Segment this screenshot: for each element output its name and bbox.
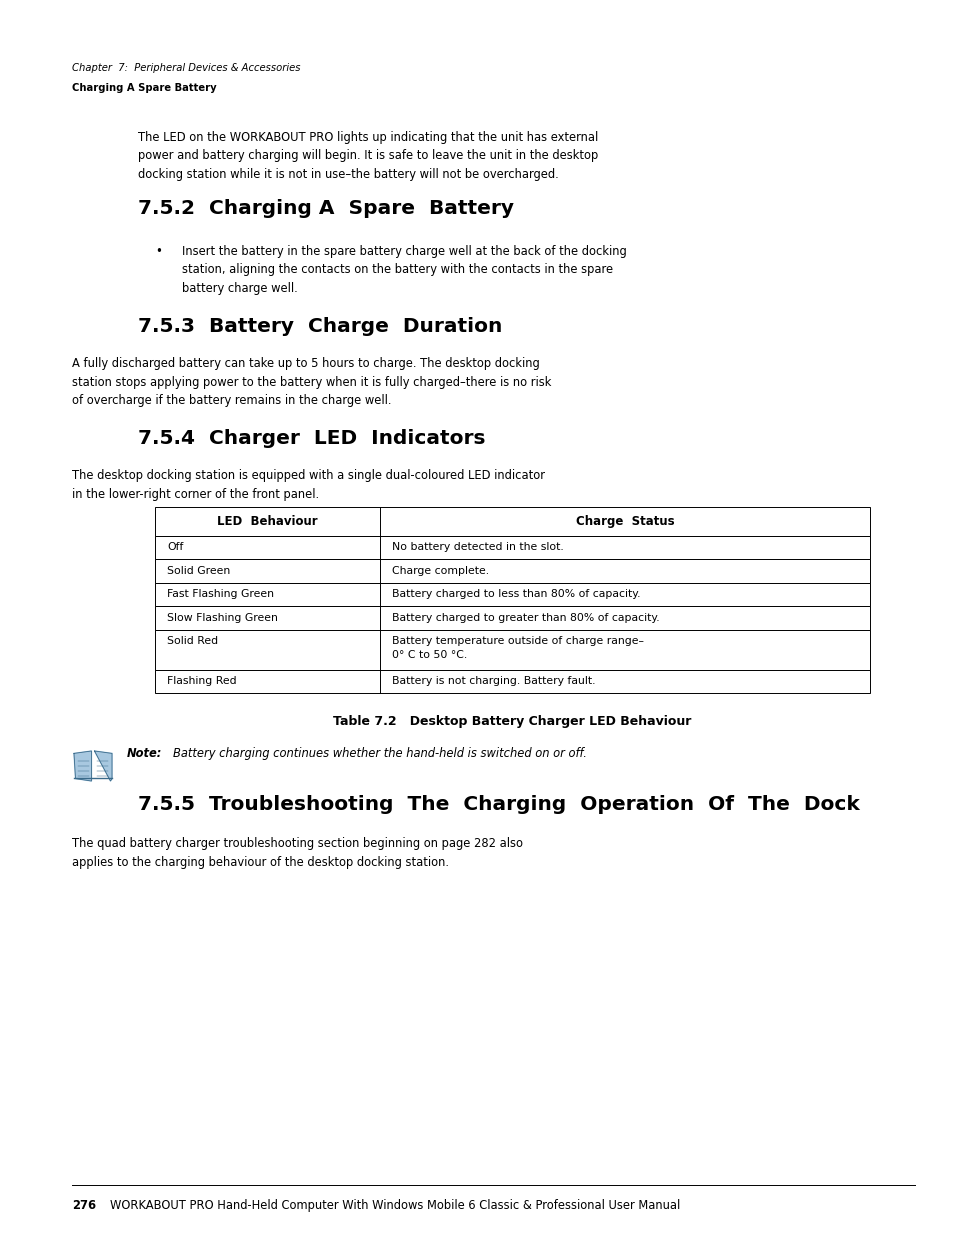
Text: Flashing Red: Flashing Red — [167, 676, 236, 685]
Text: The desktop docking station is equipped with a single dual-coloured LED indicato: The desktop docking station is equipped … — [71, 469, 544, 500]
Text: Charge  Status: Charge Status — [576, 515, 674, 527]
Text: The quad battery charger troubleshooting section beginning on page 282 also
appl: The quad battery charger troubleshooting… — [71, 837, 522, 868]
Text: Table 7.2   Desktop Battery Charger LED Behaviour: Table 7.2 Desktop Battery Charger LED Be… — [333, 715, 691, 727]
Text: Note:: Note: — [127, 747, 162, 760]
Text: Off: Off — [167, 542, 183, 552]
Polygon shape — [74, 751, 91, 781]
Bar — [154, 669, 869, 693]
Text: Charging A Spare Battery: Charging A Spare Battery — [71, 83, 216, 93]
Text: Battery is not charging. Battery fault.: Battery is not charging. Battery fault. — [392, 676, 595, 685]
Text: Solid Red: Solid Red — [167, 636, 218, 646]
Text: No battery detected in the slot.: No battery detected in the slot. — [392, 542, 563, 552]
Text: 7.5.4  Charger  LED  Indicators: 7.5.4 Charger LED Indicators — [138, 429, 485, 448]
Text: Fast Flashing Green: Fast Flashing Green — [167, 589, 274, 599]
Text: The LED on the WORKABOUT PRO lights up indicating that the unit has external
pow: The LED on the WORKABOUT PRO lights up i… — [138, 131, 598, 182]
Text: 7.5.5  Troubleshooting  The  Charging  Operation  Of  The  Dock: 7.5.5 Troubleshooting The Charging Opera… — [138, 795, 859, 814]
Text: Battery charging continues whether the hand-held is switched on or off.: Battery charging continues whether the h… — [172, 747, 586, 760]
Text: Chapter  7:  Peripheral Devices & Accessories: Chapter 7: Peripheral Devices & Accessor… — [71, 63, 300, 73]
Bar — [154, 508, 869, 536]
Text: Battery charged to less than 80% of capacity.: Battery charged to less than 80% of capa… — [392, 589, 640, 599]
Text: Solid Green: Solid Green — [167, 566, 230, 576]
Bar — [154, 536, 869, 559]
Text: A fully discharged battery can take up to 5 hours to charge. The desktop docking: A fully discharged battery can take up t… — [71, 357, 551, 408]
Text: WORKABOUT PRO Hand-Held Computer With Windows Mobile 6 Classic & Professional Us: WORKABOUT PRO Hand-Held Computer With Wi… — [110, 1199, 679, 1212]
Text: Battery temperature outside of charge range–
0° C to 50 °C.: Battery temperature outside of charge ra… — [392, 636, 643, 659]
Text: Battery charged to greater than 80% of capacity.: Battery charged to greater than 80% of c… — [392, 613, 659, 622]
Bar — [154, 606, 869, 630]
Text: Insert the battery in the spare battery charge well at the back of the docking
s: Insert the battery in the spare battery … — [182, 245, 626, 295]
Text: Slow Flashing Green: Slow Flashing Green — [167, 613, 277, 622]
Polygon shape — [94, 751, 112, 781]
Text: LED  Behaviour: LED Behaviour — [217, 515, 317, 527]
Text: 276: 276 — [71, 1199, 96, 1212]
Bar — [154, 559, 869, 583]
Bar — [154, 630, 869, 669]
Text: 7.5.2  Charging A  Spare  Battery: 7.5.2 Charging A Spare Battery — [138, 199, 514, 219]
Text: 7.5.3  Battery  Charge  Duration: 7.5.3 Battery Charge Duration — [138, 317, 502, 336]
Text: Charge complete.: Charge complete. — [392, 566, 489, 576]
Text: •: • — [154, 245, 162, 258]
Bar — [154, 583, 869, 606]
